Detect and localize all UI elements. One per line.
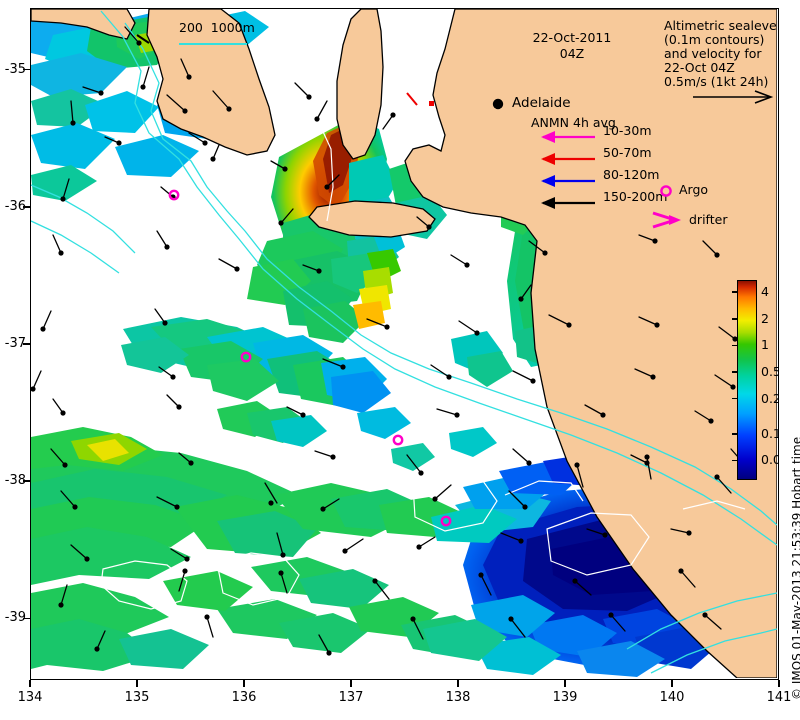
x-axis-tick <box>778 680 780 687</box>
mooring-vectors <box>136 34 434 106</box>
drifter-legend-label: drifter <box>689 212 728 227</box>
colorbar-tick-label: 2 <box>761 310 769 326</box>
land-yorke-peninsula <box>336 9 384 160</box>
colorbar-tick-label: 1 <box>761 337 769 353</box>
y-axis-tick <box>23 206 30 208</box>
x-axis-tick <box>350 680 352 687</box>
bathymetry-scale-line <box>179 43 247 45</box>
y-axis-tick-label: -39 <box>4 610 26 626</box>
colorbar-tick <box>732 397 737 400</box>
x-axis-tick <box>136 680 138 687</box>
x-axis-tick-label: 134 <box>17 690 43 705</box>
argo-legend-label: Argo <box>679 182 709 197</box>
colorbar-tick <box>732 318 737 320</box>
chl-patch-southern-belt <box>31 427 489 671</box>
map-graphic <box>31 9 777 678</box>
mooring-legend-title: ANMN 4h avg <box>531 115 616 130</box>
y-axis-tick-label: -36 <box>4 198 26 214</box>
mooring-legend-label-10-30m: 10-30m <box>603 123 652 138</box>
x-axis-tick-label: 140 <box>659 690 685 705</box>
sealevel-contours <box>100 122 746 610</box>
y-axis-tick-label: -37 <box>4 336 26 351</box>
colorbar <box>737 280 757 480</box>
argo-marker <box>392 434 404 446</box>
colorbar-gradient <box>738 281 756 479</box>
mooring-legend-arrow-150-200m <box>541 197 595 209</box>
y-axis-tick-label: -38 <box>4 473 26 489</box>
x-axis-tick-label: 135 <box>124 690 150 705</box>
mooring-legend-label-80-120m: 80-120m <box>603 167 660 182</box>
velocity-vectors <box>31 26 748 656</box>
date-stamp-line2: 04Z <box>559 46 585 61</box>
y-axis-tick <box>23 617 30 620</box>
colorbar-tick-label: 0.25 <box>761 390 778 406</box>
altimetry-note-line-3: 22-Oct 04Z <box>664 60 735 75</box>
colorbar-tick-label: 4 <box>761 284 769 300</box>
mooring-legend-label-150-200m: 150-200m <box>603 189 668 204</box>
y-axis-tick <box>23 480 30 482</box>
x-axis-tick <box>564 680 566 687</box>
mooring-legend-arrow-50-70m <box>541 153 595 165</box>
altimetry-note-line-0: Altimetric sealevel <box>664 18 779 33</box>
y-axis-tick <box>23 68 30 71</box>
argo-marker <box>440 515 452 527</box>
x-axis-tick-label: 136 <box>231 690 257 705</box>
mooring-legend-label-50-70m: 50-70m <box>603 145 652 160</box>
colorbar-tick <box>732 433 737 435</box>
land-mass <box>31 9 777 678</box>
x-axis-tick-label: 137 <box>338 690 364 705</box>
land-northwest <box>31 9 136 40</box>
x-axis-tick <box>29 680 31 687</box>
colorbar-tick-label: 0.1 <box>761 425 779 441</box>
colorbar-tick-label: 0.5 <box>761 364 779 380</box>
argo-float-markers[interactable] <box>168 189 452 527</box>
x-axis-tick-label: 141 <box>766 690 792 705</box>
velocity-scale-arrow <box>693 90 774 104</box>
x-axis-tick <box>243 680 245 687</box>
city-label-adelaide: Adelaide <box>512 95 571 111</box>
colorbar-tick <box>732 459 737 462</box>
bathymetry-contours <box>31 10 777 674</box>
x-axis-tick <box>457 680 459 687</box>
argo-legend-icon <box>660 185 672 197</box>
city-marker-adelaide <box>492 98 504 110</box>
colorbar-tick <box>732 371 737 373</box>
land-southeast-australia <box>404 9 777 678</box>
y-axis-tick-label: -35 <box>4 61 26 77</box>
date-stamp-line1: 22-Oct-2011 <box>532 30 612 45</box>
argo-marker <box>168 189 180 201</box>
x-axis-tick-label: 138 <box>445 690 471 705</box>
altimetry-note-line-4: 0.5m/s (1kt 24h) <box>664 74 769 89</box>
land-eyre-peninsula <box>146 9 276 156</box>
map-plot-area[interactable]: 200 1000m 22-Oct-2011 04Z Altimetric sea… <box>30 8 779 680</box>
mooring-legend-arrow-10-30m <box>541 131 595 143</box>
altimetry-note-line-1: (0.1m contours) <box>664 32 765 47</box>
drifter-legend-icon <box>652 211 681 229</box>
colorbar-tick-label: 0.05 <box>761 452 778 468</box>
mooring-legend-arrow-80-120m <box>541 175 595 187</box>
x-axis-tick-label: 139 <box>552 690 578 705</box>
argo-marker <box>240 351 252 363</box>
altimetry-note-line-2: and velocity for <box>664 46 762 61</box>
land-kangaroo-island <box>308 200 436 238</box>
x-axis-tick <box>671 680 673 687</box>
colorbar-tick <box>732 291 737 293</box>
colorbar-tick <box>732 344 737 347</box>
y-axis-tick <box>23 343 30 345</box>
bathymetry-scale-label: 200 1000m <box>179 20 255 35</box>
chl-patch-shelf-filament <box>121 317 513 447</box>
credit-text: © IMOS 01-May-2013 21:53:39 Hobart time <box>790 436 800 700</box>
